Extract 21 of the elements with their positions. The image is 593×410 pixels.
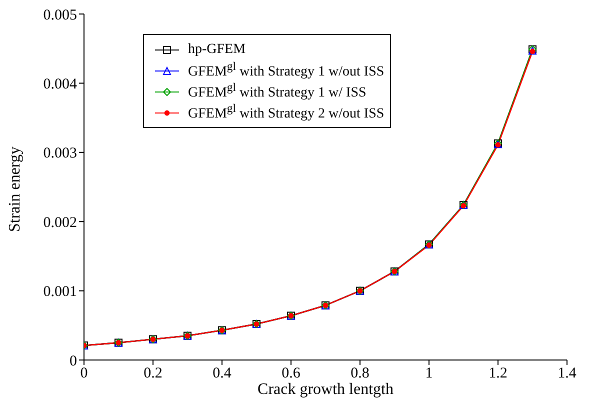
x-tick-label: 1.2 [488, 366, 508, 382]
point [495, 142, 501, 148]
y-tick-label: 0.001 [43, 284, 77, 300]
x-tick-label: 0.6 [282, 366, 301, 382]
x-axis-title: Crack growth lentgth [258, 381, 394, 398]
legend-label: GFEM$^{gl}$ with Strategy 2 w/out ISS [188, 102, 384, 123]
x-tick-label: 0.4 [212, 366, 232, 382]
y-tick-label: 0.002 [43, 214, 77, 231]
x-tick-label: 0.2 [144, 366, 162, 382]
y-tick-label: 0.003 [43, 146, 77, 162]
y-tick-label: 0.005 [43, 7, 77, 24]
x-tick-label: 0 [80, 366, 88, 382]
x-tick-label: 0.8 [350, 366, 370, 382]
legend-label: GFEM$^{gl}$ with Strategy 1 w/out ISS [188, 60, 384, 81]
legend-label: hp-GFEM [188, 42, 246, 58]
x-tick-label: 1.4 [558, 366, 577, 382]
y-tick-label: 0.004 [43, 76, 78, 93]
y-axis-title: Strain energy [6, 146, 24, 232]
x-tick-label: 1 [425, 366, 433, 382]
y-tick-label: 0 [70, 353, 77, 370]
legend-label: GFEM$^{gl}$ with Strategy 1 w/ ISS [188, 81, 366, 102]
